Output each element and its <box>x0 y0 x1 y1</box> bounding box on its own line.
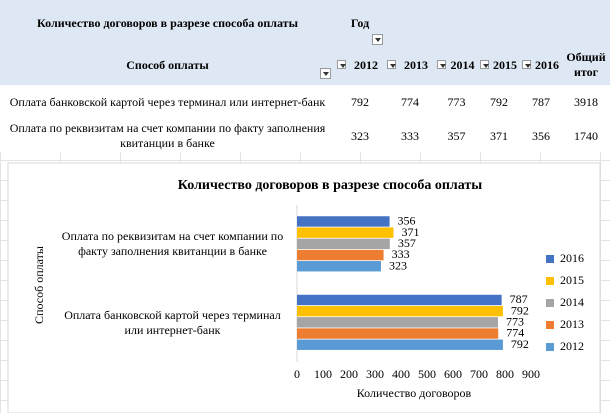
bar <box>297 261 381 272</box>
column-label: 2012 <box>354 57 378 72</box>
data-label: 357 <box>398 236 416 250</box>
chart-title: Количество договоров в разрезе способа о… <box>178 178 482 193</box>
x-tick-label: 900 <box>522 367 540 381</box>
legend-label: 2016 <box>560 251 584 265</box>
column-header: Год <box>350 15 370 30</box>
data-label: 792 <box>511 337 529 351</box>
bar <box>297 317 498 328</box>
bar <box>297 328 499 339</box>
column-label: 2014 <box>450 57 475 72</box>
x-tick-label: 400 <box>392 367 410 381</box>
column-label: Способ оплаты <box>126 57 209 72</box>
table-cell: 774 <box>401 94 419 109</box>
bar <box>297 227 394 238</box>
legend-swatch <box>546 299 554 307</box>
data-label: 774 <box>506 326 524 340</box>
bar <box>297 238 390 250</box>
y-axis-title: Способ оплаты <box>32 246 46 324</box>
table-cell: 3918 <box>574 94 598 109</box>
bar <box>297 216 390 227</box>
table-cell: 356 <box>532 128 550 143</box>
legend-swatch <box>546 343 554 351</box>
x-tick-label: 300 <box>366 367 384 381</box>
y-tick-label: Оплата банковской картой через терминал … <box>64 307 281 337</box>
x-tick-label: 0 <box>294 367 300 381</box>
x-axis-title: Количество договоров <box>357 386 472 400</box>
filter-button[interactable] <box>372 34 383 45</box>
category-label-box: Оплата банковской картой через терминал … <box>64 307 281 337</box>
table-cell: 787 <box>532 94 550 109</box>
header-background <box>0 0 610 85</box>
x-tick-label: 200 <box>340 367 358 381</box>
expand-button[interactable] <box>387 60 396 69</box>
row-label: Оплата банковской картой через терминал … <box>9 94 326 109</box>
table-cell: 333 <box>401 128 419 143</box>
bar <box>297 305 503 317</box>
data-label: 792 <box>511 303 529 317</box>
table-cell: 792 <box>490 94 508 109</box>
x-tick-label: 100 <box>314 367 332 381</box>
table-cell: 323 <box>351 128 369 143</box>
data-label: 333 <box>392 247 410 261</box>
expand-button[interactable] <box>522 60 531 69</box>
column-label: Общий итог <box>566 50 606 79</box>
expand-button[interactable] <box>437 60 446 69</box>
grid-line <box>0 160 610 161</box>
data-label: 787 <box>510 292 528 306</box>
table-title: Количество договоров в разрезе способа о… <box>37 15 298 30</box>
grid-line <box>0 152 1 413</box>
legend-label: 2012 <box>560 339 584 353</box>
data-label: 371 <box>401 225 419 239</box>
data-label: 773 <box>506 315 524 329</box>
chart-area <box>7 162 601 413</box>
legend-label: 2015 <box>560 273 584 287</box>
y-tick-label: Оплата по реквизитам на счет компании по… <box>61 229 284 259</box>
legend-label: 2014 <box>560 295 584 309</box>
x-tick-label: 600 <box>444 367 462 381</box>
x-tick-label: 700 <box>470 367 488 381</box>
x-tick-label: 500 <box>418 367 436 381</box>
column-label: 2016 <box>535 57 559 72</box>
column-label: 2013 <box>404 57 428 72</box>
column-label: 2015 <box>493 57 517 72</box>
legend-label: 2013 <box>560 317 584 331</box>
table-cell: 1740 <box>574 128 598 143</box>
table-cell: 792 <box>351 94 369 109</box>
bar <box>297 249 384 261</box>
row-label: Оплата по реквизитам на счет компании по… <box>9 121 326 150</box>
filter-button[interactable] <box>320 68 331 79</box>
legend-swatch <box>546 277 554 285</box>
data-label: 356 <box>398 214 416 228</box>
expand-button[interactable] <box>480 60 489 69</box>
bar <box>297 294 502 306</box>
bar <box>297 339 503 350</box>
x-tick-label: 800 <box>496 367 514 381</box>
data-label: 323 <box>389 258 407 272</box>
category-label-box: Оплата по реквизитам на счет компании по… <box>61 229 284 259</box>
table-cell: 371 <box>490 128 508 143</box>
expand-button[interactable] <box>337 60 346 69</box>
table-cell: 773 <box>447 94 466 109</box>
legend-swatch <box>546 255 554 263</box>
legend-swatch <box>546 321 554 329</box>
table-cell: 357 <box>447 128 466 143</box>
